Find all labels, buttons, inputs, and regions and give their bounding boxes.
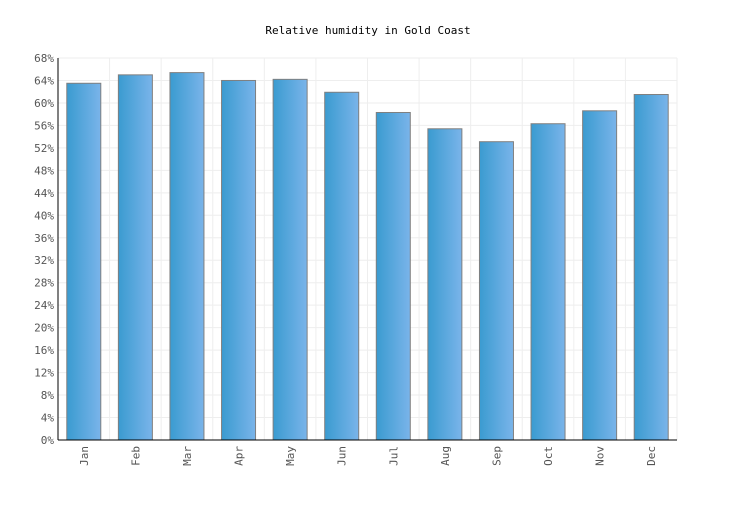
y-tick-label: 24%	[34, 299, 54, 312]
y-tick-label: 4%	[41, 412, 55, 425]
y-tick-label: 8%	[41, 389, 55, 402]
x-tick-label: Jul	[387, 446, 400, 466]
y-tick-label: 16%	[34, 344, 54, 357]
bar-sep	[478, 141, 514, 441]
bar-feb	[117, 74, 153, 441]
bar-jun	[324, 91, 360, 441]
y-tick-label: 32%	[34, 254, 54, 267]
x-tick-label: Jun	[336, 446, 349, 466]
y-tick-label: 20%	[34, 322, 54, 335]
bar-apr	[221, 79, 257, 441]
bar-oct	[530, 123, 566, 441]
x-tick-label: Dec	[645, 446, 658, 466]
x-tick-label: Oct	[542, 446, 555, 466]
y-tick-label: 68%	[34, 52, 54, 65]
y-tick-label: 36%	[34, 232, 54, 245]
bar-aug	[427, 128, 463, 441]
x-tick-label: Feb	[129, 446, 142, 466]
x-tick-label: May	[284, 446, 297, 466]
bar-jan	[66, 82, 102, 441]
x-tick-label: Jan	[78, 446, 91, 466]
x-tick-label: Apr	[233, 446, 246, 466]
x-tick-label: Nov	[594, 446, 607, 466]
y-tick-label: 64%	[34, 74, 54, 87]
y-tick-label: 60%	[34, 97, 54, 110]
x-tick-label: Mar	[181, 446, 194, 466]
bar-may	[272, 78, 308, 441]
bar-jul	[375, 111, 411, 441]
y-tick-label: 44%	[34, 187, 54, 200]
y-tick-label: 52%	[34, 142, 54, 155]
y-tick-label: 56%	[34, 119, 54, 132]
bar-mar	[169, 72, 205, 441]
x-tick-label: Aug	[439, 446, 452, 466]
chart-title: Relative humidity in Gold Coast	[265, 24, 470, 37]
y-tick-label: 28%	[34, 277, 54, 290]
y-tick-label: 0%	[41, 434, 55, 447]
y-tick-label: 48%	[34, 164, 54, 177]
y-tick-label: 12%	[34, 367, 54, 380]
y-tick-label: 40%	[34, 209, 54, 222]
x-tick-label: Sep	[490, 446, 503, 466]
bar-dec	[633, 94, 669, 441]
bar-nov	[582, 110, 618, 441]
